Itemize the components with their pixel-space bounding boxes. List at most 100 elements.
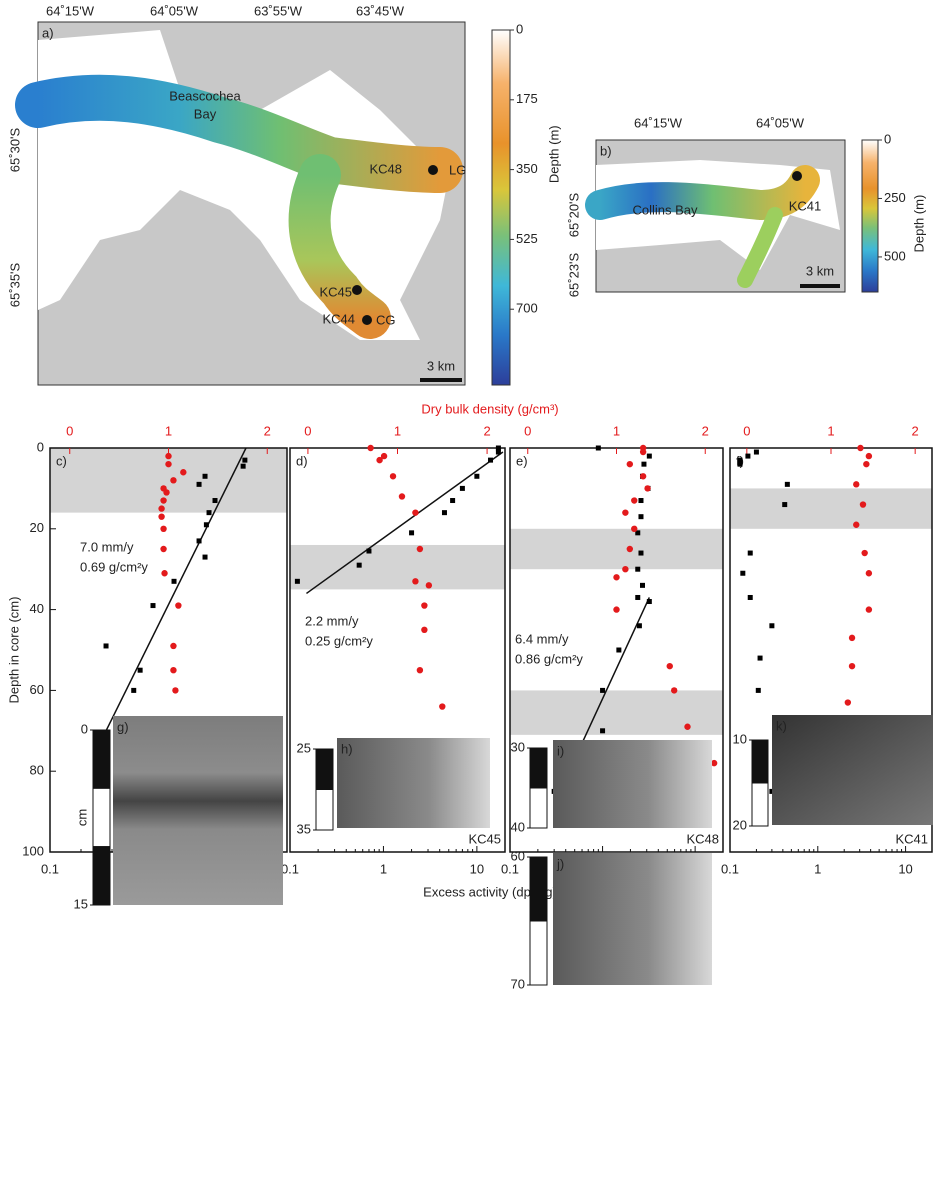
density-point	[853, 521, 860, 528]
activity-point	[450, 498, 456, 504]
density-point	[175, 602, 182, 609]
colorbar-label: Depth (m)	[546, 125, 561, 183]
fit-line	[105, 447, 247, 732]
density-point	[639, 473, 647, 480]
colorbar-tick-label: 525	[516, 231, 538, 246]
site-label: LG	[449, 162, 466, 177]
annotation: 0.25 g/cm²y	[305, 633, 373, 648]
activity-point	[366, 548, 372, 554]
site-label: KC45	[319, 284, 352, 299]
density-point	[170, 642, 177, 650]
lon-tick-label: 64˚05'W	[756, 115, 805, 130]
panel-label: j)	[556, 856, 564, 871]
activity-point	[638, 498, 644, 504]
shaded-interval	[730, 488, 932, 529]
density-point	[389, 473, 397, 480]
scale-segment	[315, 748, 334, 790]
activity-point	[635, 566, 641, 572]
scale-segment	[529, 787, 548, 829]
annotation: 7.0 mm/y	[80, 539, 134, 554]
map-a	[15, 21, 466, 386]
density-point	[165, 460, 172, 468]
activity-point	[595, 445, 601, 451]
lat-tick-label: 65˚23'S	[566, 252, 581, 297]
density-point	[160, 497, 167, 504]
density-point	[631, 497, 638, 504]
activity-point	[784, 481, 790, 487]
lat-tick-label: 65˚35'S	[7, 262, 22, 307]
y-axis-title: Depth in core (cm)	[6, 597, 21, 704]
x2-tick-label: 1	[827, 423, 834, 438]
activity-point	[488, 457, 494, 463]
density-point	[421, 602, 428, 609]
activity-point	[635, 594, 641, 600]
activity-point	[150, 603, 156, 609]
x2-tick-label: 0	[743, 423, 750, 438]
density-point	[865, 570, 873, 577]
density-point	[158, 513, 165, 520]
lat-tick-label: 65˚30'S	[7, 127, 22, 172]
density-point	[631, 525, 638, 532]
activity-point	[646, 453, 652, 459]
scale-tick-label: 20	[733, 817, 747, 832]
lon-tick-label: 63˚45'W	[356, 3, 405, 18]
shaded-interval	[510, 528, 723, 570]
activity-point	[459, 485, 465, 491]
activity-point	[202, 473, 208, 479]
site-marker	[428, 165, 438, 175]
site-label: CG	[376, 312, 396, 327]
scale-segment	[92, 729, 111, 789]
density-point	[613, 606, 620, 613]
activity-point	[769, 623, 775, 629]
panel-label: i)	[557, 743, 564, 758]
activity-point	[757, 655, 763, 661]
x2-tick-label: 2	[264, 423, 271, 438]
activity-point	[638, 514, 644, 520]
annotation: 0.69 g/cm²y	[80, 559, 148, 574]
y-tick-label: 40	[30, 601, 44, 616]
scale-tick-label: 40	[511, 819, 525, 834]
activity-point	[171, 578, 177, 584]
density-point	[844, 699, 852, 706]
activity-point	[196, 481, 202, 487]
x2-tick-label: 2	[483, 423, 490, 438]
panel-label: c)	[56, 453, 67, 468]
density-point	[626, 460, 634, 468]
activity-point	[737, 457, 743, 463]
x-tick-label: 10	[898, 861, 912, 876]
activity-point	[616, 647, 622, 653]
shaded-interval	[290, 544, 505, 590]
activity-point	[646, 599, 652, 605]
x-tick-label: 0.1	[721, 861, 739, 876]
map-b	[585, 139, 846, 293]
activity-point	[600, 687, 606, 693]
density-point	[416, 545, 424, 553]
colorbar-tick-label: 700	[516, 301, 538, 316]
activity-point	[131, 687, 137, 693]
activity-point	[474, 473, 480, 479]
xray-image	[113, 716, 283, 905]
site-marker	[352, 285, 362, 295]
activity-point	[747, 594, 753, 600]
activity-point	[638, 550, 644, 556]
x2-tick-label: 0	[66, 423, 73, 438]
density-point	[848, 662, 856, 670]
y-tick-label: 80	[30, 763, 44, 778]
x2-tick-label: 1	[165, 423, 172, 438]
density-point	[857, 444, 864, 452]
density-point	[710, 759, 718, 767]
chart-panel: 0.1110012f)KC41	[721, 423, 933, 876]
scale-tick-label: 15	[74, 896, 88, 911]
site-label: KC41	[789, 198, 822, 213]
activity-point	[212, 498, 218, 504]
fit-line	[306, 451, 504, 595]
scale-segment	[92, 846, 111, 906]
activity-point	[203, 522, 209, 528]
density-point	[425, 582, 433, 589]
x-tick-label: 1	[380, 861, 387, 876]
scale-tick-label: 10	[733, 731, 747, 746]
site-label: KC48	[369, 161, 402, 176]
scale-segment	[751, 782, 769, 827]
place-label: Collins Bay	[632, 202, 698, 217]
scale-segment	[751, 739, 769, 784]
